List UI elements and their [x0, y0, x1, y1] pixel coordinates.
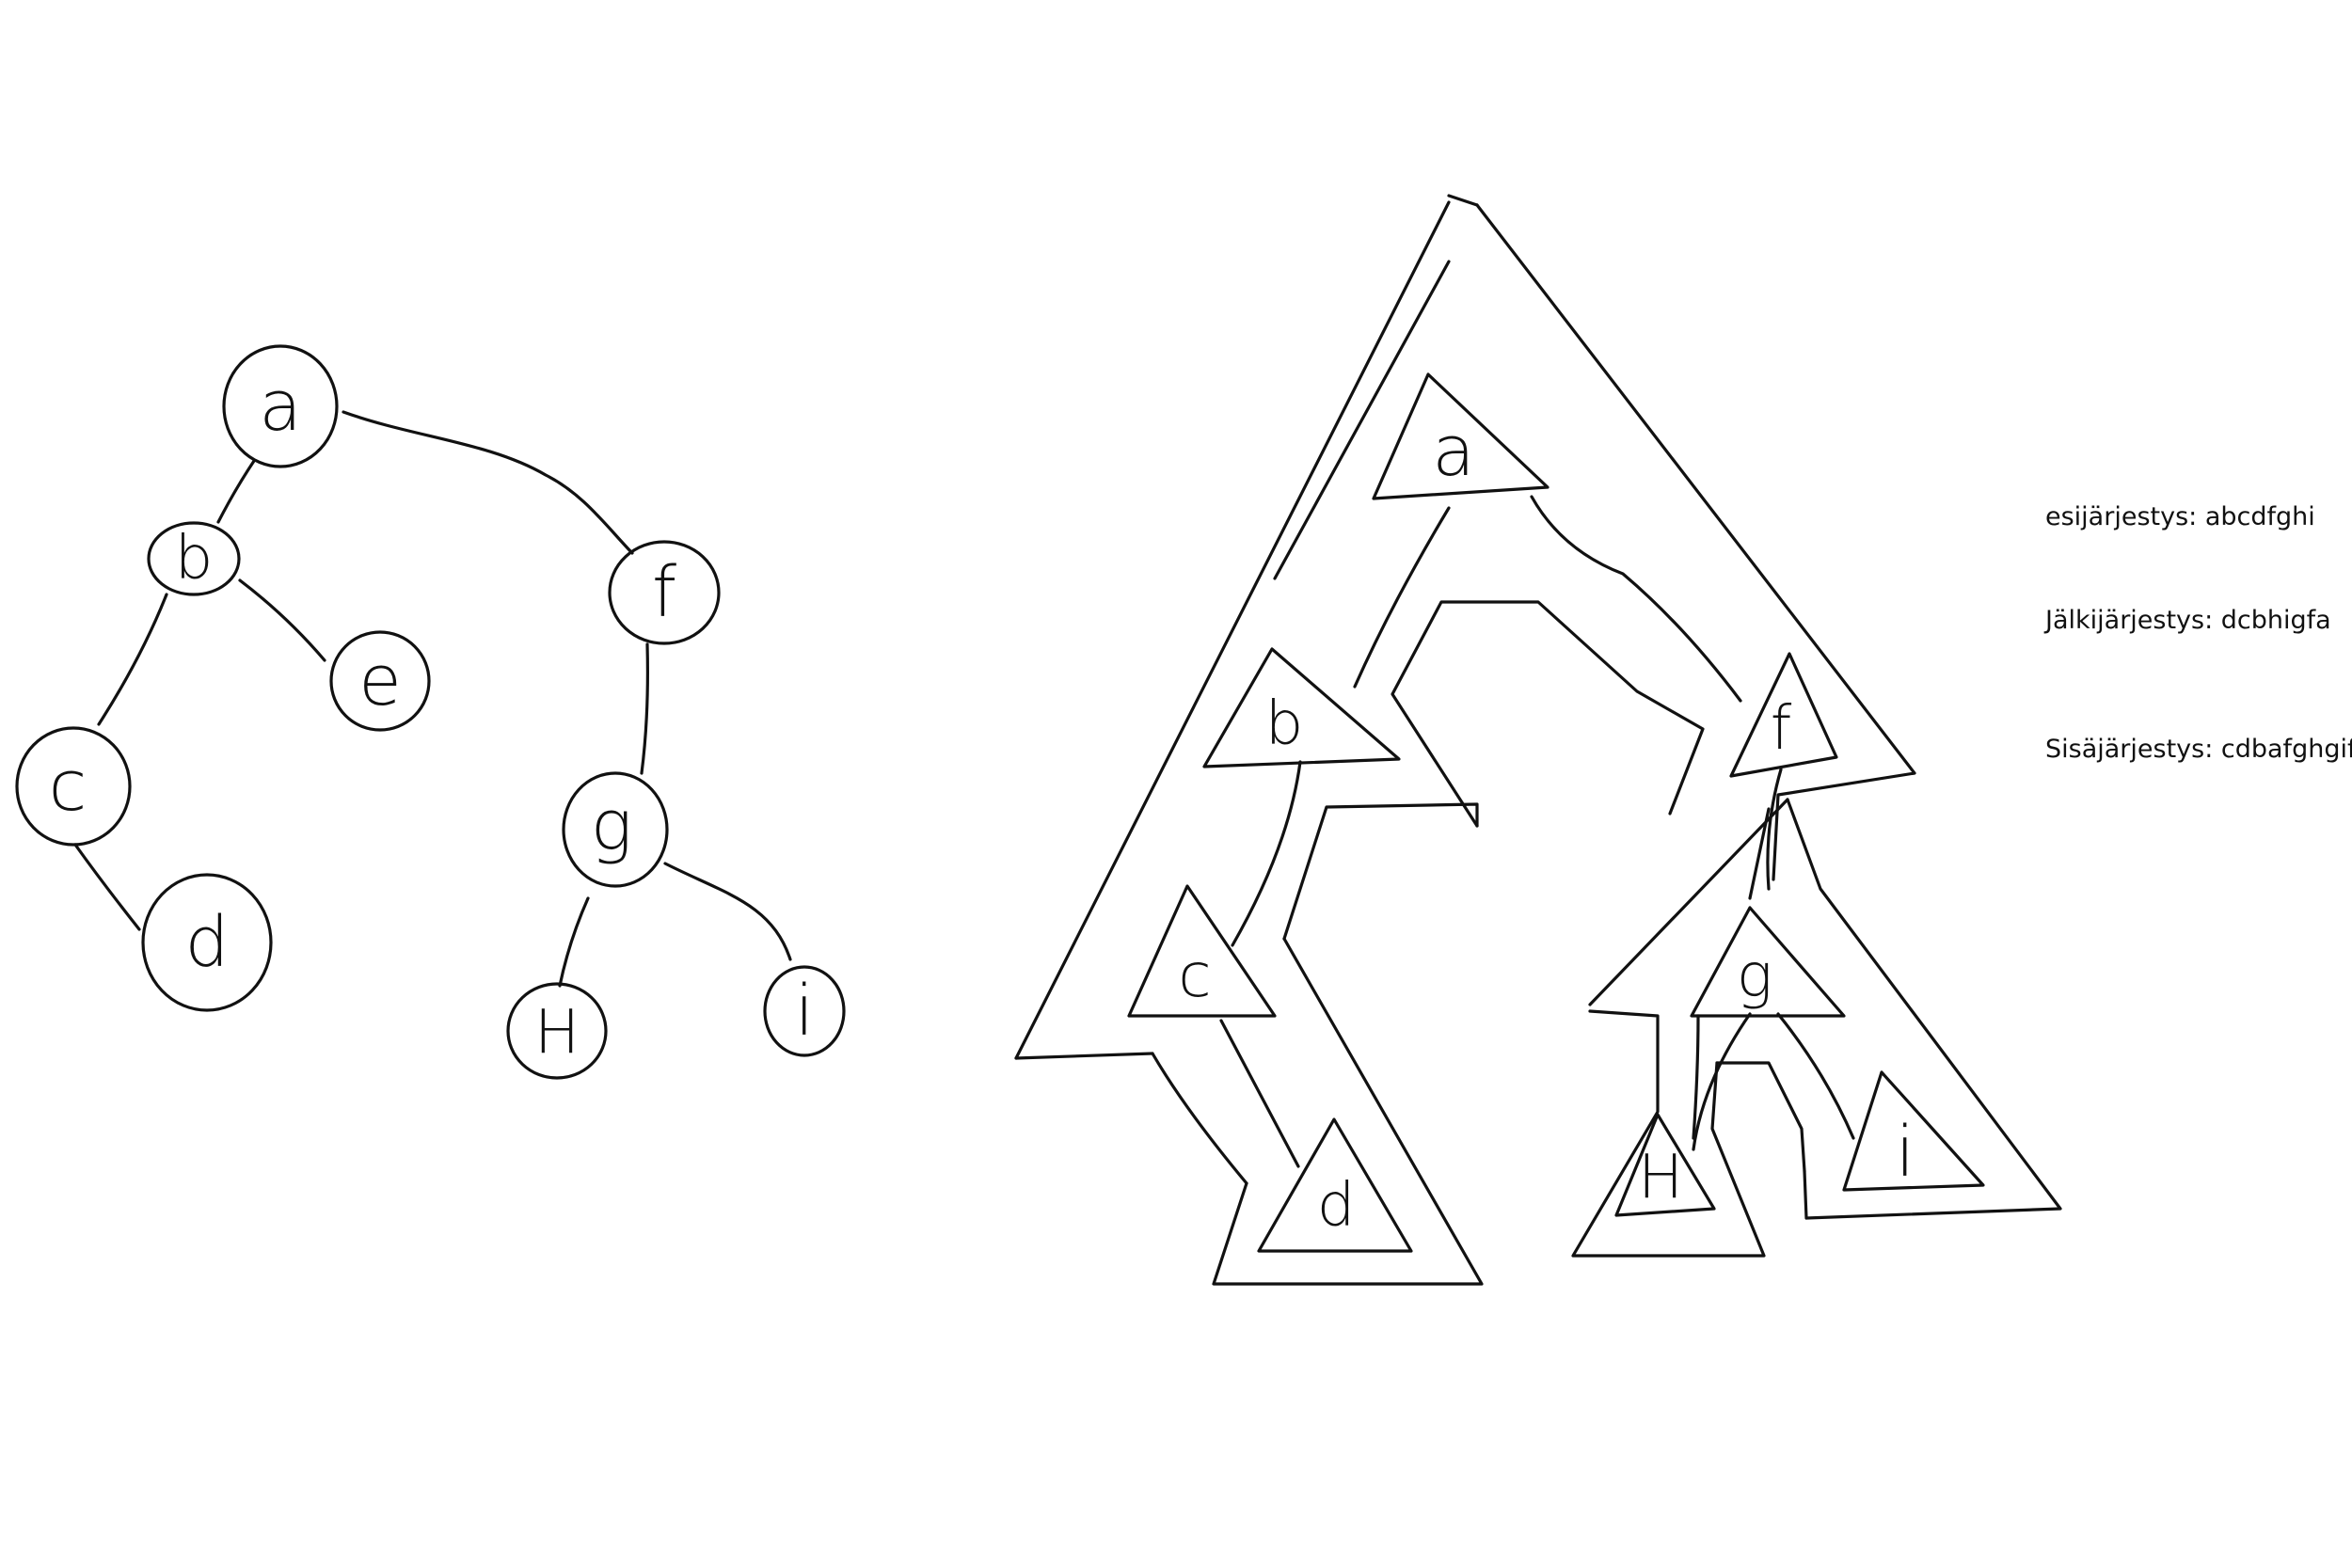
- left-node-c: c: [17, 728, 130, 845]
- edge-a-f: [343, 412, 632, 553]
- svg-text:b: b: [175, 524, 214, 594]
- svg-text:d: d: [185, 902, 230, 983]
- left-node-e: e: [331, 632, 429, 730]
- left-node-a: a: [224, 346, 337, 467]
- svg-text:c: c: [1178, 942, 1211, 1011]
- svg-text:i: i: [1896, 1112, 1915, 1193]
- svg-text:a: a: [1432, 411, 1474, 492]
- right-node-g: g: [1692, 908, 1844, 1016]
- edge-b-e: [240, 580, 325, 660]
- right-node-i: i: [1844, 1072, 1983, 1193]
- svg-text:c: c: [49, 746, 87, 827]
- postorder-text: Jälkijärjestys: dcbhigfa: [2043, 606, 2331, 635]
- svg-text:e: e: [358, 641, 402, 721]
- svg-text:b: b: [1265, 689, 1304, 759]
- svg-text:f: f: [1771, 694, 1792, 764]
- svg-text:d: d: [1317, 1171, 1356, 1241]
- svg-text:a: a: [259, 366, 301, 447]
- svg-text:i: i: [795, 971, 815, 1052]
- svg-text:g: g: [1737, 942, 1772, 1011]
- right-node-d: d: [1259, 1119, 1411, 1251]
- left-node-d: d: [143, 875, 271, 1010]
- svg-text:f: f: [652, 552, 676, 633]
- right-node-a: a: [1374, 374, 1548, 499]
- edge-a-b: [218, 461, 254, 522]
- left-node-f: f: [610, 542, 719, 643]
- traversal-notes: esijärjestys: abcdfghi Jälkijärjestys: d…: [2043, 502, 2352, 764]
- right-node-b: b: [1204, 649, 1399, 767]
- left-tree: a b e c d f g H: [17, 346, 844, 1078]
- edge-g-h: [560, 898, 588, 986]
- svg-text:H: H: [534, 998, 580, 1068]
- inorder-text: Sisäjärjestys: cdbafghgif: [2045, 735, 2352, 764]
- svg-text:g: g: [591, 785, 632, 866]
- left-node-g: g: [564, 773, 667, 886]
- edge-f-g: [642, 644, 647, 773]
- edge-g-i: [665, 863, 790, 959]
- left-node-b: b: [149, 523, 239, 594]
- edge-c-d: [75, 845, 139, 929]
- left-node-i: i: [765, 967, 844, 1055]
- left-tree-edges: [75, 412, 790, 986]
- edge-b-c: [99, 594, 167, 724]
- left-node-h: H: [508, 984, 606, 1078]
- preorder-text: esijärjestys: abcdfghi: [2045, 502, 2315, 531]
- right-node-h: H: [1616, 1115, 1714, 1215]
- svg-text:H: H: [1638, 1143, 1683, 1212]
- right-node-f: f: [1731, 654, 1836, 776]
- right-triangle-diagram: a b c d f g H i: [1016, 196, 2060, 1284]
